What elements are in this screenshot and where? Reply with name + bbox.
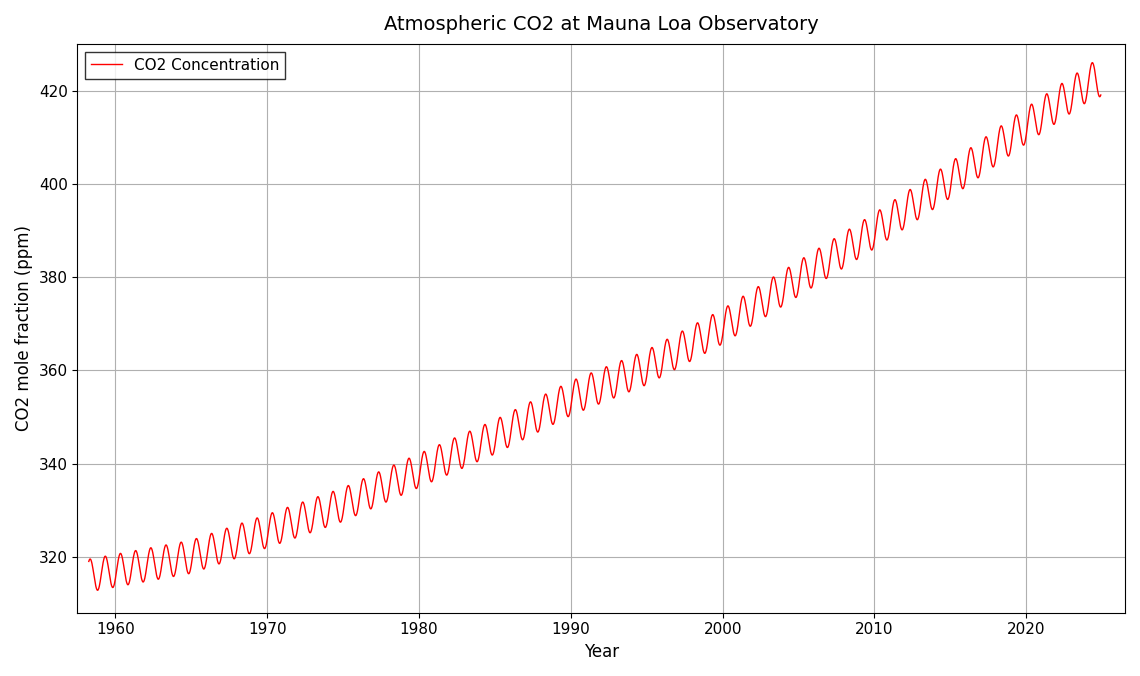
CO2 Concentration [1085, 59, 1099, 67]
CO2 Concentration [331, 508, 344, 516]
Y-axis label: CO2 mole fraction (ppm): CO2 mole fraction (ppm) [15, 225, 33, 431]
CO2 Concentration [91, 586, 105, 594]
CO2 Concentration [1093, 93, 1107, 101]
X-axis label: Year: Year [584, 643, 619, 661]
CO2 Concentration [82, 558, 96, 566]
CO2 Concentration [873, 206, 887, 214]
CO2 Concentration [1094, 91, 1108, 99]
Title: Atmospheric CO2 at Mauna Loa Observatory: Atmospheric CO2 at Mauna Loa Observatory [384, 15, 819, 34]
CO2 Concentration [407, 475, 421, 483]
Legend: CO2 Concentration: CO2 Concentration [86, 51, 285, 78]
CO2 Concentration [783, 265, 797, 273]
CO2 Concentration [841, 230, 855, 238]
Line: CO2 Concentration: CO2 Concentration [89, 63, 1101, 590]
